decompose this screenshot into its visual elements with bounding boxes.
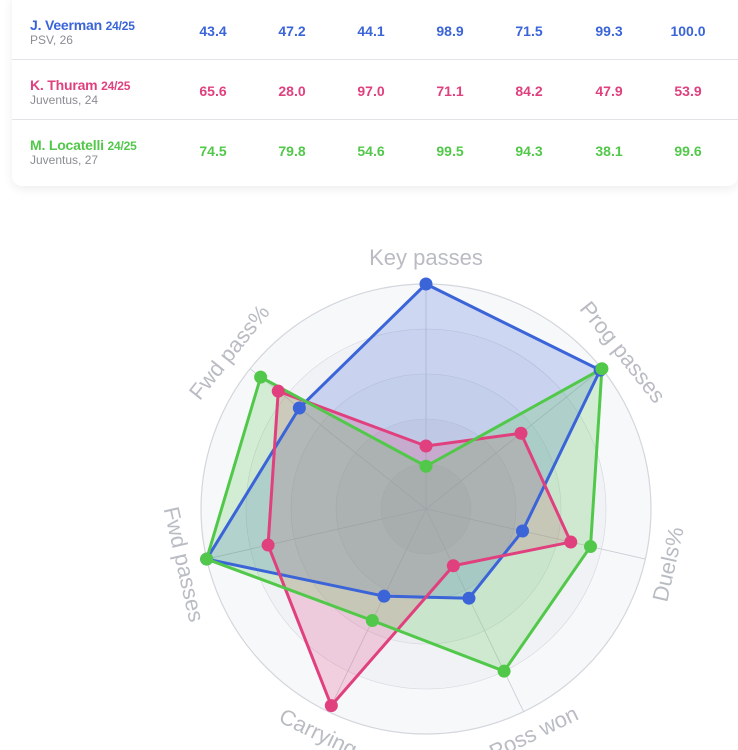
radar-series-area [268,391,571,706]
radar-point [595,362,609,376]
stat-value: 54.6 [357,143,385,159]
radar-spoke [425,508,646,560]
stat-value: 28.0 [278,83,306,99]
player-name: M. Locatelli 24/25 [30,137,137,153]
stat-value: 53.9 [674,83,702,99]
player-season: 24/25 [105,19,135,33]
radar-point [271,384,285,398]
player-club: Juventus, 24 [30,93,99,107]
player-name: J. Veerman 24/25 [30,17,135,33]
radar-point [254,370,268,384]
radar-series [200,277,609,713]
stat-value: 100.0 [670,23,706,39]
radar-axis-label: Key passes [369,245,483,270]
radar-point [419,439,433,453]
stat-value: 79.8 [278,143,306,159]
radar-spoke [206,508,427,560]
radar-grid [200,283,652,735]
stat-value: 99.6 [674,143,702,159]
radar-series-area [206,284,601,599]
radar-point [564,535,578,549]
player-name-text: M. Locatelli [30,137,104,153]
player-name-text: K. Thuram [30,77,98,93]
radar-point [261,538,275,552]
stat-value: 71.5 [515,23,543,39]
stat-value: 97.0 [357,83,385,99]
stat-value: 38.1 [595,143,623,159]
radar-point [324,699,338,713]
stat-value: 71.1 [436,83,464,99]
radar-spoke [328,508,427,712]
table-row[interactable]: M. Locatelli 24/25 Juventus, 27 74.5 79.… [12,120,738,179]
table-row[interactable]: J. Veerman 24/25 PSV, 26 43.4 47.2 44.1 … [12,0,738,60]
player-season: 24/25 [101,79,131,93]
player-club: PSV, 26 [30,33,73,47]
stat-value: 47.9 [595,83,623,99]
radar-point [419,277,433,291]
table-row[interactable]: K. Thuram 24/25 Juventus, 24 65.6 28.0 9… [12,60,738,120]
comparison-table: J. Veerman 24/25 PSV, 26 43.4 47.2 44.1 … [12,0,738,186]
radar-point [292,401,306,415]
stat-value: 84.2 [515,83,543,99]
radar-series-outline [205,367,604,673]
radar-point [462,591,476,605]
stat-value: 74.5 [199,143,227,159]
player-club: Juventus, 27 [30,153,99,167]
stat-value: 65.6 [199,83,227,99]
player-name-text: J. Veerman [30,17,102,33]
player-name: K. Thuram 24/25 [30,77,130,93]
radar-point [446,559,460,573]
radar-point [584,540,598,554]
stat-value: 43.4 [199,23,227,39]
radar-spoke [425,508,524,712]
radar-point [377,589,391,603]
radar-series-outline [266,389,573,708]
radar-point [365,613,379,627]
radar-spoke [425,368,603,510]
stat-value: 47.2 [278,23,306,39]
stat-value: 99.5 [436,143,464,159]
stat-value: 99.3 [595,23,623,39]
radar-point [516,524,530,538]
stat-value: 94.3 [515,143,543,159]
radar-point [200,552,214,566]
radar-axis-label: Duels% [647,525,688,604]
radar-point [497,664,511,678]
radar-point [419,459,433,473]
player-season: 24/25 [107,139,137,153]
radar-point [514,426,528,440]
stat-value: 44.1 [357,23,385,39]
stat-value: 98.9 [436,23,464,39]
